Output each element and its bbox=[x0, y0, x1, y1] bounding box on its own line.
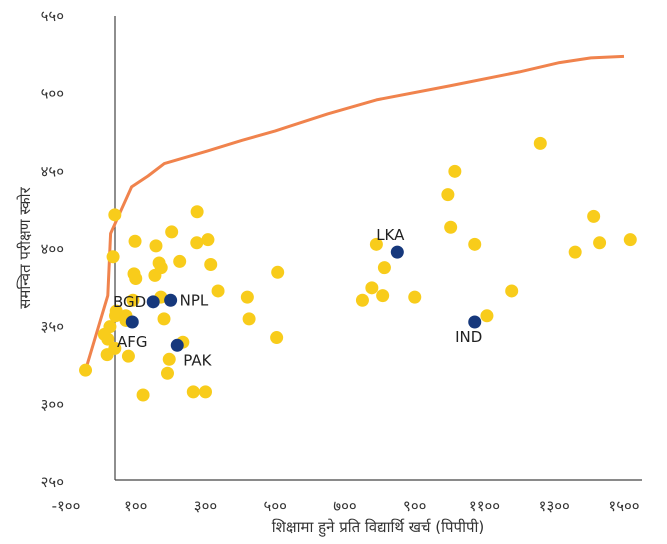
data-point bbox=[623, 233, 637, 247]
data-point bbox=[369, 237, 383, 251]
data-point bbox=[204, 258, 218, 272]
data-point bbox=[165, 225, 179, 239]
y-tick-label: ३०० bbox=[41, 395, 64, 413]
data-point bbox=[157, 312, 171, 326]
y-axis-label: समन्वित परीक्षण स्कोर bbox=[16, 186, 34, 308]
y-tick-labels: २५० ३०० ३५० ४०० ४५० ५०० ५५० bbox=[41, 7, 64, 491]
data-point bbox=[441, 188, 455, 202]
data-point bbox=[108, 208, 122, 222]
x-axis-label: शिक्षामा हुने प्रति विद्यार्थि खर्च (पिप… bbox=[272, 518, 484, 537]
data-point bbox=[448, 164, 462, 178]
x-tick-label: १५०० bbox=[608, 497, 639, 515]
data-point bbox=[129, 272, 143, 286]
data-point bbox=[480, 309, 494, 323]
data-point-bgd bbox=[146, 295, 160, 309]
point-label-afg: AFG bbox=[117, 333, 148, 351]
data-point bbox=[186, 385, 200, 399]
data-point bbox=[533, 136, 547, 150]
data-point bbox=[444, 220, 458, 234]
x-tick-label: १३०० bbox=[539, 497, 570, 515]
data-point bbox=[201, 233, 215, 247]
data-point bbox=[242, 312, 256, 326]
data-point bbox=[121, 349, 135, 363]
data-point bbox=[593, 236, 607, 250]
data-point bbox=[126, 293, 140, 307]
x-tick-labels: -१०० १०० ३०० ५०० ७०० ९०० ११०० १३०० १५०० bbox=[52, 497, 640, 515]
data-point bbox=[365, 281, 379, 295]
data-point bbox=[190, 205, 204, 219]
data-point bbox=[468, 237, 482, 251]
y-tick-label: ४५० bbox=[41, 162, 64, 180]
data-point-afg bbox=[125, 315, 139, 329]
data-point bbox=[136, 388, 150, 402]
x-tick-label: १०० bbox=[124, 497, 147, 515]
data-point bbox=[505, 284, 519, 298]
data-point bbox=[355, 293, 369, 307]
data-point bbox=[587, 209, 601, 223]
data-point bbox=[149, 239, 163, 253]
data-point bbox=[568, 245, 582, 259]
other-points bbox=[79, 136, 637, 402]
data-point bbox=[270, 331, 284, 345]
point-label-ind: IND bbox=[455, 328, 482, 346]
data-point bbox=[106, 250, 120, 264]
x-tick-label: ७०० bbox=[333, 497, 356, 515]
data-point-ind bbox=[468, 315, 482, 329]
data-point bbox=[162, 352, 176, 366]
point-label-npl: NPL bbox=[180, 291, 209, 309]
data-point bbox=[376, 289, 390, 303]
data-point bbox=[240, 290, 254, 304]
data-point bbox=[173, 254, 187, 268]
data-point bbox=[154, 261, 168, 275]
x-tick-label: ११०० bbox=[469, 497, 500, 515]
data-point-pak bbox=[170, 338, 184, 352]
data-point bbox=[271, 265, 285, 279]
data-point bbox=[79, 363, 93, 377]
data-point bbox=[190, 236, 204, 250]
x-tick-label: ३०० bbox=[194, 497, 217, 515]
data-point bbox=[408, 290, 422, 304]
x-tick-label: ९०० bbox=[403, 497, 426, 515]
y-tick-label: ५५० bbox=[41, 7, 64, 25]
x-tick-label: ५०० bbox=[264, 497, 287, 515]
y-tick-label: ४०० bbox=[41, 240, 64, 258]
frontier-line bbox=[84, 54, 625, 371]
axes bbox=[114, 16, 642, 481]
data-point bbox=[109, 304, 123, 318]
point-label-pak: PAK bbox=[183, 351, 212, 369]
y-tick-label: ३५० bbox=[41, 318, 64, 336]
y-tick-label: ५०० bbox=[41, 85, 64, 103]
data-point bbox=[160, 366, 174, 380]
south-asia-points: BGD NPL AFG PAK LKA IND bbox=[113, 226, 482, 369]
data-point bbox=[108, 341, 122, 355]
data-point bbox=[128, 234, 142, 248]
y-tick-label: २५० bbox=[41, 473, 64, 491]
x-tick-label: -१०० bbox=[52, 497, 81, 515]
data-point-npl bbox=[164, 293, 178, 307]
data-point bbox=[211, 284, 225, 298]
point-label-bgd: BGD bbox=[113, 293, 146, 311]
data-point bbox=[97, 327, 111, 341]
point-label-lka: LKA bbox=[376, 226, 405, 244]
data-point-lka bbox=[390, 245, 404, 259]
data-point bbox=[199, 385, 212, 399]
data-point bbox=[377, 261, 391, 275]
